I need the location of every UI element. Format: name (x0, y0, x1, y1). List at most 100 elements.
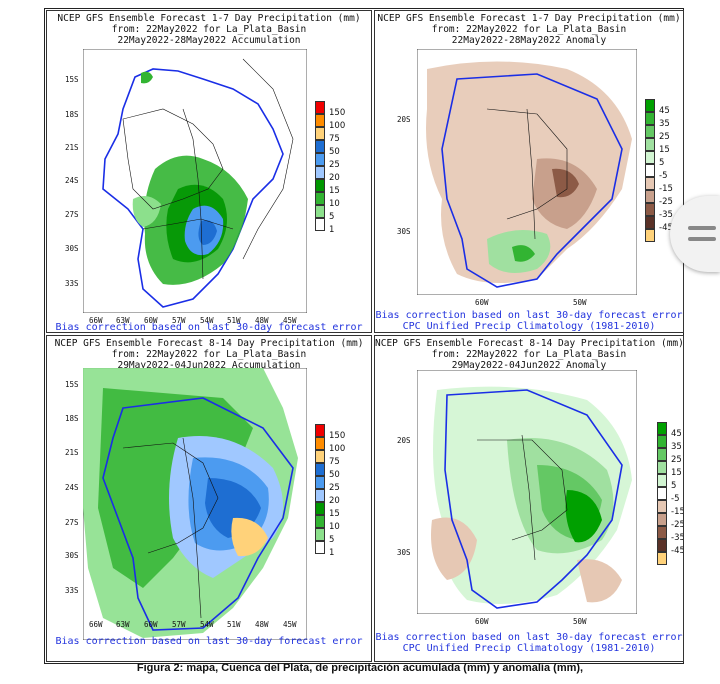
lon-label: 63W (116, 620, 130, 629)
lon-label: 57W (172, 620, 186, 629)
legend-label: 20 (329, 496, 340, 506)
panel-week1-anomaly: NCEP GFS Ensemble Forecast 1-7 Day Preci… (374, 10, 684, 333)
lon-label: 63W (116, 316, 130, 325)
legend-swatch (645, 112, 655, 125)
lon-label: 60W (144, 620, 158, 629)
precip-map (83, 368, 307, 640)
legend-label: 100 (329, 444, 346, 454)
lon-label: 51W (227, 620, 241, 629)
panel-title-line3: 29May2022-04Jun2022 Accumulation (117, 360, 301, 371)
legend-swatch (315, 153, 325, 166)
lat-label: 30S (397, 548, 411, 557)
legend-label: 1 (329, 225, 335, 235)
legend-swatch (315, 528, 325, 541)
legend-label: -25 (659, 197, 673, 207)
panel-footer-climatology: CPC Unified Precip Climatology (1981-201… (402, 321, 656, 332)
legend-label: -35 (659, 210, 673, 220)
legend-label: 25 (659, 132, 670, 142)
lat-label: 18S (65, 414, 79, 423)
legend-swatch (315, 502, 325, 515)
lon-label: 51W (227, 316, 241, 325)
lat-label: 20S (397, 115, 411, 124)
legend-swatch (645, 203, 655, 216)
legend-label: 35 (671, 442, 682, 452)
legend-swatch (315, 166, 325, 179)
legend-label: 5 (671, 481, 677, 491)
legend-swatch (645, 138, 655, 151)
lat-label: 27S (65, 210, 79, 219)
legend-label: -5 (659, 171, 668, 181)
legend-swatch (645, 151, 655, 164)
legend-label: -15 (671, 507, 684, 517)
legend-swatch (645, 216, 655, 229)
legend-swatch (645, 190, 655, 203)
panel-title-line3: 29May2022-04Jun2022 Anomaly (451, 360, 607, 371)
lon-label: 45W (283, 316, 297, 325)
legend-label: 100 (329, 121, 346, 131)
legend-swatch (645, 177, 655, 190)
lon-label: 50W (573, 298, 587, 307)
figure-caption: Figura 2: mapa, Cuenca del Plata, de pre… (136, 662, 584, 674)
lon-label: 60W (475, 617, 489, 626)
legend-label: -15 (659, 184, 673, 194)
lon-label: 54W (200, 620, 214, 629)
legend-swatch (657, 435, 667, 448)
legend-swatch (657, 539, 667, 552)
panel-title-line1: NCEP GFS Ensemble Forecast 1-7 Day Preci… (377, 13, 681, 24)
legend-label: 10 (329, 522, 340, 532)
legend-swatch (657, 461, 667, 474)
lon-label: 48W (255, 316, 269, 325)
lat-label: 21S (65, 448, 79, 457)
lon-label: 57W (172, 316, 186, 325)
legend-swatch (315, 179, 325, 192)
panel-title-line1: NCEP GFS Ensemble Forecast 8-14 Day Prec… (375, 338, 684, 349)
legend-label: -45 (671, 546, 684, 556)
legend-label: 5 (329, 212, 335, 222)
panel-title-line1: NCEP GFS Ensemble Forecast 1-7 Day Preci… (57, 13, 361, 24)
legend-label: 75 (329, 457, 340, 467)
legend-swatch (315, 140, 325, 153)
lat-label: 15S (65, 380, 79, 389)
legend-label: 75 (329, 134, 340, 144)
lat-label: 33S (65, 586, 79, 595)
legend-label: 25 (671, 455, 682, 465)
legend-swatch (315, 205, 325, 218)
lon-label: 60W (475, 298, 489, 307)
legend-swatch (315, 450, 325, 463)
panel-footer: Bias correction based on last 30-day for… (375, 310, 683, 321)
panel-title-line2: from: 22May2022 for La_Plata_Basin (431, 24, 627, 35)
panel-title-line2: from: 22May2022 for La_Plata_Basin (111, 349, 307, 360)
legend-label: 45 (659, 106, 670, 116)
legend-swatch (315, 101, 325, 114)
lat-label: 24S (65, 483, 79, 492)
legend-label: 5 (659, 158, 665, 168)
legend-swatch (657, 474, 667, 487)
legend-swatch (657, 552, 667, 565)
legend-swatch (315, 218, 325, 231)
legend-label: 15 (329, 186, 340, 196)
panel-title-line2: from: 22May2022 for La_Plata_Basin (431, 349, 627, 360)
legend-label: -25 (671, 520, 684, 530)
anomaly-map (417, 370, 637, 614)
panel-title-line3: 22May2022-28May2022 Anomaly (451, 35, 607, 46)
lat-label: 33S (65, 279, 79, 288)
lon-label: 48W (255, 620, 269, 629)
legend-swatch (657, 500, 667, 513)
legend-swatch (645, 229, 655, 242)
legend-swatch (315, 192, 325, 205)
legend-label: 50 (329, 470, 340, 480)
legend-label: -5 (671, 494, 680, 504)
lat-label: 30S (65, 551, 79, 560)
legend-swatch (657, 448, 667, 461)
legend-label: 15 (659, 145, 670, 155)
legend-label: 5 (329, 535, 335, 545)
legend-swatch (315, 424, 325, 437)
lat-label: 20S (397, 436, 411, 445)
lat-label: 30S (397, 227, 411, 236)
legend-label: 15 (671, 468, 682, 478)
legend-label: 10 (329, 199, 340, 209)
legend-label: 15 (329, 509, 340, 519)
panel-title-line1: NCEP GFS Ensemble Forecast 8-14 Day Prec… (54, 338, 364, 349)
lat-label: 24S (65, 176, 79, 185)
panel-footer: Bias correction based on last 30-day for… (55, 636, 363, 647)
